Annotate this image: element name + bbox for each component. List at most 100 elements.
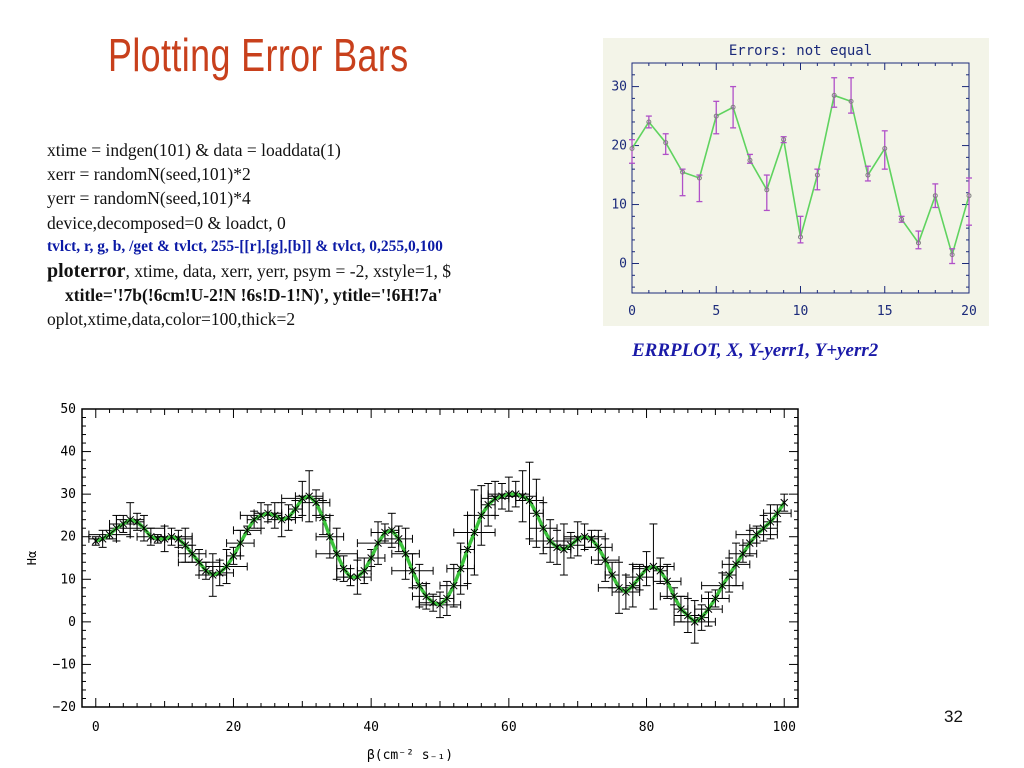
errplot-caption: ERRPLOT, X, Y-yerr1, Y+yerr2 (632, 340, 879, 361)
data-point-marker (677, 605, 685, 613)
data-point-marker (98, 534, 107, 543)
data-point-marker (573, 534, 582, 543)
data-point-marker (105, 530, 114, 539)
data-point-marker (325, 532, 334, 541)
data-point-marker (305, 492, 314, 501)
data-point (966, 193, 972, 199)
data-point (663, 140, 669, 146)
data-point-marker (119, 520, 128, 528)
data-point-marker (270, 511, 279, 520)
data-point-marker (112, 524, 121, 533)
data-point-marker (553, 543, 561, 552)
data-point-marker (725, 571, 734, 579)
x-tick-label: 80 (639, 720, 655, 735)
y-tick-label: 20 (611, 139, 627, 154)
data-point (680, 169, 686, 175)
data-point-marker (422, 592, 431, 601)
data-point-marker (463, 545, 472, 554)
y-tick-label: 20 (60, 530, 76, 545)
chart-background (603, 38, 989, 326)
data-point-marker (222, 562, 231, 571)
data-point-marker (546, 537, 555, 545)
data-point-marker (628, 581, 637, 590)
data-point-marker (642, 564, 651, 573)
data-point-marker (374, 539, 382, 547)
data-point-marker (718, 581, 727, 590)
code-line-oplot: oplot,xtime,data,color=100,thick=2 (47, 309, 296, 330)
data-point (713, 113, 719, 119)
data-point-marker (587, 534, 596, 543)
data-point-marker (511, 490, 520, 498)
data-point-marker (532, 509, 541, 518)
data-point (899, 216, 905, 222)
code-line-ploterror: ploterror, xtime, data, xerr, yerr, psym… (47, 259, 587, 283)
data-point-marker (215, 569, 224, 577)
chart-title: Errors: not equal (729, 43, 872, 59)
data-point-marker (319, 513, 327, 522)
data-point-marker (518, 492, 527, 501)
data-point (764, 187, 770, 193)
data-point-marker (160, 534, 169, 543)
data-point-marker (202, 566, 210, 575)
data-point-marker (394, 534, 403, 543)
data-point-marker (208, 571, 217, 579)
y-tick-label: −10 (53, 657, 76, 672)
data-point-marker (649, 562, 658, 571)
data-point-marker (229, 552, 238, 560)
data-point-marker (146, 532, 155, 541)
code-line-tvlct: tvlct, r, g, b, /get & tvlct, 255-[[r],[… (47, 237, 443, 255)
data-point (747, 157, 753, 163)
y-tick-label: 30 (60, 487, 76, 502)
data-point (848, 98, 854, 104)
data-point-marker (622, 588, 630, 596)
y-axis-label: Hα (25, 551, 39, 565)
data-point (865, 172, 871, 178)
data-point-marker (566, 541, 575, 550)
data-point-marker (449, 581, 458, 590)
data-point (814, 172, 820, 178)
data-point-marker (711, 594, 720, 603)
x-tick-label: 10 (793, 304, 809, 319)
data-point-marker (243, 526, 252, 535)
data-point-marker (298, 494, 307, 503)
x-axis-label: β(cm⁻² s₋₁) (367, 748, 453, 763)
data-point-marker (360, 566, 369, 575)
data-point-marker (635, 573, 644, 582)
data-point-marker (615, 583, 623, 592)
data-point-marker (601, 556, 610, 564)
data-point-marker (181, 541, 190, 550)
code-line-device: device,decomposed=0 & loadct, 0 (47, 212, 286, 233)
x-tick-label: 100 (772, 720, 795, 735)
data-point-marker (140, 524, 148, 533)
x-tick-label: 20 (961, 304, 977, 319)
data-point-marker (504, 490, 513, 498)
data-point-marker (339, 564, 348, 573)
data-point-marker (697, 613, 706, 622)
data-point-marker (539, 524, 548, 533)
data-point-marker (739, 549, 747, 558)
data-point-marker (491, 494, 499, 503)
data-point-marker (443, 594, 451, 603)
data-point-marker (498, 492, 506, 501)
data-point-marker (408, 566, 417, 575)
x-tick-label: 0 (628, 304, 636, 319)
code-block: xtime = indgen(101) & data = loaddata(1)… (47, 138, 587, 332)
data-point (915, 240, 921, 246)
data-point-marker (484, 500, 493, 509)
data-point-marker (525, 496, 534, 505)
data-point-marker (381, 528, 389, 537)
slide-title: Plotting Error Bars (108, 29, 409, 81)
data-point-marker (470, 528, 479, 537)
data-point-marker (332, 549, 341, 558)
y-tick-label: 0 (619, 257, 627, 272)
data-point (831, 92, 837, 98)
y-tick-label: −20 (53, 700, 76, 715)
data-point-marker (174, 534, 183, 543)
data-point-marker (580, 532, 589, 541)
code-line-yerr: yerr = randomN(seed,101)*4 (47, 188, 251, 209)
data-point-marker (436, 600, 444, 609)
data-point-marker (560, 545, 568, 554)
x-tick-label: 15 (877, 304, 893, 319)
data-point (629, 146, 635, 152)
data-point-marker (367, 554, 376, 562)
